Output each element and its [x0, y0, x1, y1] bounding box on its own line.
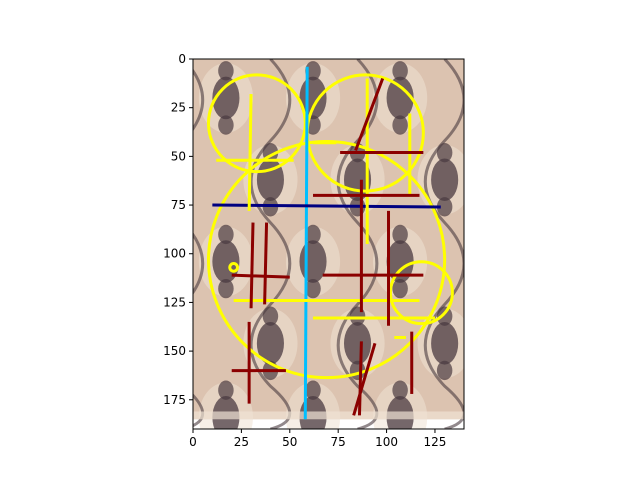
x-tick-label: 75 [331, 435, 346, 449]
y-tick-label: 25 [171, 101, 186, 115]
y-tick-label: 150 [163, 344, 186, 358]
background-ornament [212, 76, 240, 120]
background-ornament-leaf [305, 435, 320, 454]
background-ornament-leaf [218, 380, 234, 400]
background-ornament-leaf [436, 306, 453, 326]
x-axis: 0 25 50 75 100 125 [189, 429, 446, 449]
background-ornament-leaf [436, 360, 453, 381]
y-tick-label: 75 [171, 198, 186, 212]
background-ornament [299, 240, 327, 283]
overlay-line [357, 341, 363, 416]
y-axis: 0 25 50 75 100 125 150 175 [163, 52, 193, 407]
background-ornament-leaf [392, 224, 408, 245]
background-vine [423, 59, 464, 429]
background-ornament [431, 322, 459, 365]
background-ornament-leaf [392, 61, 408, 81]
background-bottom-border [193, 411, 464, 420]
overlay-line [231, 273, 290, 279]
overlay-line [303, 66, 309, 420]
background-ornament-leaf [305, 380, 321, 400]
background-ornament [386, 240, 414, 283]
x-tick-label: 50 [282, 435, 297, 449]
background-ornament-leaf [218, 224, 234, 245]
x-tick-label: 25 [234, 435, 249, 449]
background-ornament [431, 158, 459, 202]
overlay-line [247, 94, 253, 211]
background-ornament-leaf [392, 115, 408, 135]
background-vine [193, 68, 204, 428]
background-ornament [256, 158, 284, 202]
y-tick-label: 175 [163, 393, 186, 407]
overlay-circle [206, 73, 307, 174]
background-ornament-leaf [305, 61, 321, 81]
background-ornament [256, 322, 284, 365]
overlay-line [212, 203, 441, 209]
background-vine [249, 59, 292, 429]
axes-frame [192, 58, 465, 430]
x-tick-label: 0 [189, 435, 197, 449]
y-tick-label: 0 [178, 52, 186, 66]
background-ornament-leaf [436, 197, 453, 217]
y-tick-label: 125 [163, 295, 186, 309]
plot-area [193, 59, 464, 454]
background-ornament-leaf [392, 278, 408, 299]
background-ornament-leaf [305, 224, 321, 245]
overlay-line [354, 77, 385, 152]
y-tick-label: 50 [171, 149, 186, 163]
background-ornament-leaf [392, 380, 408, 400]
background-ornament-leaf [305, 278, 321, 299]
overlay-line [263, 222, 269, 305]
overlay-circle [228, 261, 240, 273]
background-ornament-leaf [218, 61, 234, 81]
x-tick-label: 100 [375, 435, 398, 449]
background-ornament-leaf [262, 306, 279, 326]
background-ornament-leaf [218, 278, 234, 299]
background-ornament [386, 76, 414, 120]
overlay-line [249, 222, 255, 309]
background-ornament [343, 322, 372, 365]
background-ornament-leaf [436, 142, 453, 163]
background-ornament-leaf [218, 435, 233, 454]
y-tick-label: 100 [163, 247, 186, 261]
overlay-marks [206, 66, 454, 420]
overlay-circle [388, 260, 454, 326]
overlay-line [352, 342, 377, 416]
background-ornament-leaf [218, 115, 234, 135]
x-tick-label: 125 [424, 435, 447, 449]
